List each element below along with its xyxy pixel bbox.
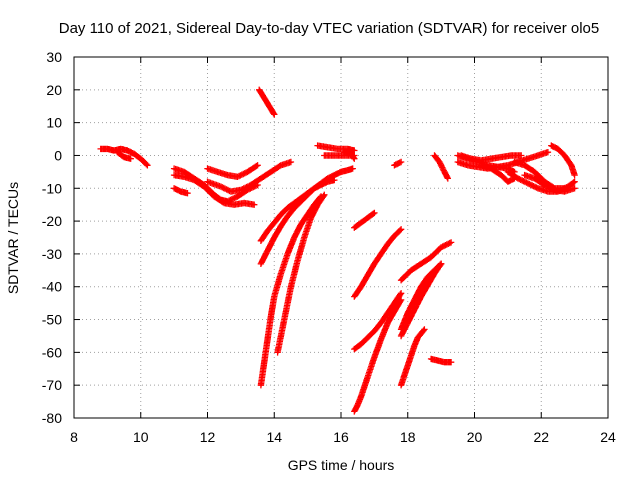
data-point-markers — [548, 142, 578, 179]
data-point-markers — [256, 86, 278, 118]
data-point-markers — [427, 355, 455, 366]
data-point-markers — [458, 152, 525, 164]
x-tick-label: 20 — [467, 429, 483, 445]
data-series-track-33 — [521, 171, 578, 195]
y-tick-label: -20 — [42, 213, 62, 229]
y-tick-label: -50 — [42, 312, 62, 328]
data-point-markers — [114, 149, 134, 162]
axis-ticks — [73, 56, 609, 419]
data-point-markers — [204, 158, 295, 195]
x-tick-label: 14 — [266, 429, 282, 445]
data-series-track-23 — [397, 260, 445, 340]
data-series-track-18 — [351, 290, 405, 353]
y-tick-label: -10 — [42, 180, 62, 196]
x-tick-label: 10 — [133, 429, 149, 445]
data-point-markers — [274, 191, 328, 356]
data-point-markers — [397, 260, 445, 340]
data-series-track-25 — [427, 355, 455, 366]
y-axis-label: SDTVAR / TECUs — [5, 182, 21, 294]
x-tick-label: 16 — [333, 429, 349, 445]
x-tick-label: 8 — [70, 429, 78, 445]
data-point-markers — [341, 149, 358, 162]
data-point-markers — [314, 142, 358, 154]
data-series-track-15 — [341, 149, 358, 162]
data-series-track-16 — [351, 209, 378, 231]
grid-lines — [74, 57, 608, 418]
data-series-track-11 — [257, 193, 325, 389]
data-series-track-26 — [431, 152, 451, 182]
data-point-markers — [351, 290, 405, 353]
data-series-track-2 — [114, 149, 134, 162]
x-tick-labels: 8 10 12 14 16 18 20 22 24 — [70, 429, 616, 445]
y-tick-label: 10 — [46, 115, 62, 131]
data-series-track-34 — [548, 142, 578, 179]
data-series-track-1 — [97, 145, 151, 169]
data-point-markers — [97, 145, 151, 169]
data-series — [97, 86, 578, 415]
data-point-markers — [478, 162, 518, 185]
y-tick-label: -30 — [42, 246, 62, 262]
data-point-markers — [257, 193, 325, 389]
x-axis-label: GPS time / hours — [288, 457, 395, 473]
y-tick-label: 30 — [46, 49, 62, 65]
data-point-markers — [351, 226, 405, 300]
data-series-track-6 — [204, 162, 261, 180]
data-point-markers — [204, 162, 261, 180]
data-series-track-19 — [351, 296, 405, 415]
data-point-markers — [257, 165, 356, 267]
data-series-track-29 — [458, 152, 525, 164]
data-series-track-17 — [351, 226, 405, 300]
data-point-markers — [351, 296, 405, 415]
data-series-track-20 — [391, 158, 405, 169]
data-series-track-4 — [170, 171, 258, 208]
data-series-track-13 — [314, 142, 358, 154]
data-series-track-24 — [397, 326, 428, 389]
data-series-track-10 — [257, 165, 356, 267]
data-series-track-5 — [170, 185, 191, 197]
data-series-track-21 — [397, 239, 455, 284]
data-point-markers — [351, 209, 378, 231]
data-series-track-7 — [204, 158, 295, 195]
x-tick-label: 22 — [533, 429, 549, 445]
data-point-markers — [521, 171, 578, 195]
data-point-markers — [397, 326, 428, 389]
x-tick-label: 12 — [200, 429, 216, 445]
y-tick-labels: 30 20 10 0 -10 -20 -30 -40 -50 -60 -70 -80 — [42, 49, 62, 426]
data-series-track-30 — [478, 162, 518, 185]
data-series-track-8 — [256, 86, 278, 118]
y-tick-label: 20 — [46, 82, 62, 98]
chart-title: Day 110 of 2021, Sidereal Day-to-day VTE… — [59, 20, 600, 37]
x-tick-label: 24 — [600, 429, 616, 445]
y-tick-label: -80 — [42, 410, 62, 426]
data-series-track-12 — [274, 191, 328, 356]
data-point-markers — [170, 171, 258, 208]
x-tick-label: 18 — [400, 429, 416, 445]
data-point-markers — [397, 239, 455, 284]
y-tick-label: 0 — [54, 147, 62, 163]
y-tick-label: -40 — [42, 279, 62, 295]
data-point-markers — [431, 152, 451, 182]
data-point-markers — [170, 185, 191, 197]
data-point-markers — [391, 158, 405, 169]
y-tick-label: -60 — [42, 344, 62, 360]
y-tick-label: -70 — [42, 377, 62, 393]
